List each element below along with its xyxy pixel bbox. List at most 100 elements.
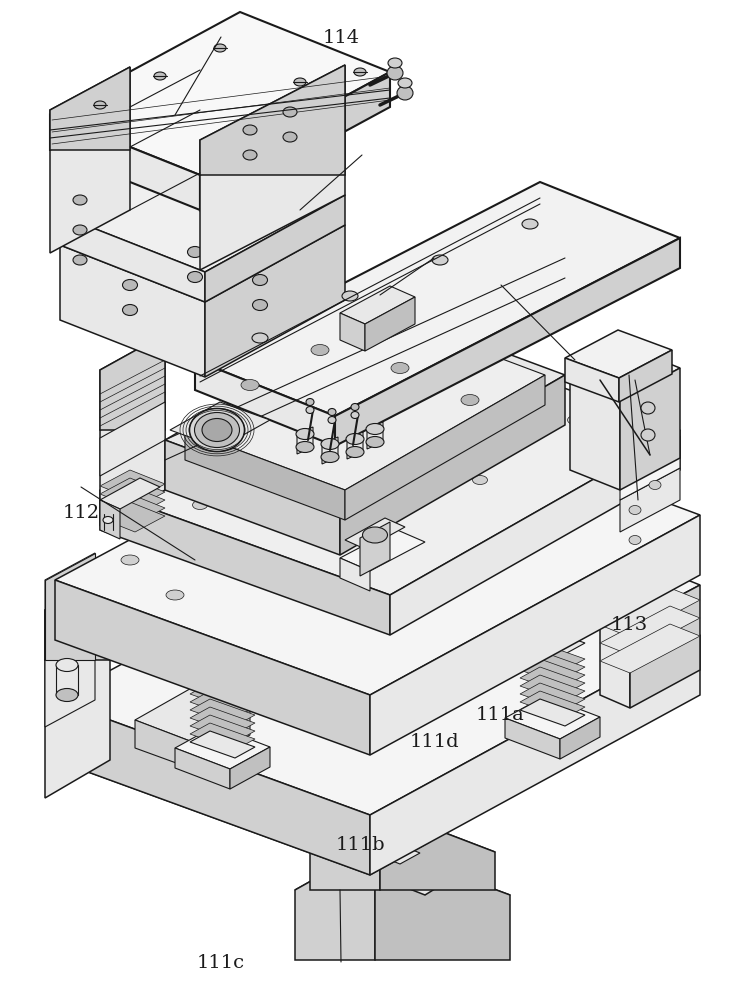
- Polygon shape: [190, 675, 255, 702]
- Polygon shape: [520, 683, 585, 710]
- Polygon shape: [619, 350, 672, 402]
- Polygon shape: [360, 522, 390, 576]
- Polygon shape: [520, 691, 585, 718]
- Text: 111a: 111a: [476, 706, 525, 724]
- Polygon shape: [310, 808, 495, 895]
- Ellipse shape: [311, 344, 329, 356]
- Polygon shape: [50, 115, 200, 210]
- Polygon shape: [620, 436, 680, 500]
- Ellipse shape: [422, 410, 437, 420]
- Ellipse shape: [168, 466, 183, 475]
- Ellipse shape: [94, 101, 106, 109]
- Ellipse shape: [296, 442, 314, 452]
- Polygon shape: [55, 400, 700, 695]
- Ellipse shape: [294, 78, 306, 86]
- Polygon shape: [185, 315, 545, 490]
- Polygon shape: [620, 368, 680, 490]
- Ellipse shape: [629, 506, 641, 514]
- Polygon shape: [380, 808, 495, 890]
- Polygon shape: [600, 606, 700, 655]
- Ellipse shape: [191, 519, 209, 529]
- Ellipse shape: [252, 333, 268, 343]
- Ellipse shape: [56, 658, 78, 672]
- Ellipse shape: [252, 426, 267, 434]
- Ellipse shape: [351, 412, 359, 418]
- Polygon shape: [505, 696, 600, 739]
- Polygon shape: [190, 707, 250, 768]
- Ellipse shape: [346, 434, 364, 444]
- Polygon shape: [200, 72, 390, 210]
- Polygon shape: [190, 699, 255, 726]
- Text: 112: 112: [63, 504, 99, 522]
- Polygon shape: [50, 67, 130, 150]
- Polygon shape: [45, 633, 95, 727]
- Polygon shape: [322, 437, 338, 464]
- Polygon shape: [520, 675, 585, 702]
- Ellipse shape: [121, 555, 139, 565]
- Polygon shape: [175, 726, 270, 769]
- Polygon shape: [60, 168, 345, 302]
- Ellipse shape: [241, 379, 259, 390]
- Ellipse shape: [73, 225, 87, 235]
- Polygon shape: [520, 627, 585, 654]
- Ellipse shape: [491, 550, 509, 560]
- Polygon shape: [100, 334, 165, 430]
- Polygon shape: [195, 360, 335, 446]
- Polygon shape: [60, 138, 345, 272]
- Polygon shape: [190, 691, 255, 718]
- Polygon shape: [200, 65, 345, 175]
- Polygon shape: [370, 515, 700, 755]
- Polygon shape: [200, 100, 345, 270]
- Polygon shape: [505, 718, 560, 759]
- Polygon shape: [45, 622, 110, 798]
- Polygon shape: [135, 720, 190, 768]
- Ellipse shape: [629, 536, 641, 544]
- Ellipse shape: [103, 516, 113, 524]
- Polygon shape: [600, 573, 700, 622]
- Polygon shape: [340, 558, 370, 591]
- Polygon shape: [170, 402, 270, 448]
- Polygon shape: [565, 358, 619, 402]
- Polygon shape: [365, 297, 415, 351]
- Polygon shape: [50, 12, 390, 175]
- Ellipse shape: [188, 271, 202, 282]
- Polygon shape: [45, 553, 95, 660]
- Polygon shape: [205, 225, 345, 377]
- Text: 111c: 111c: [197, 954, 245, 972]
- Polygon shape: [340, 529, 425, 571]
- Ellipse shape: [473, 476, 487, 485]
- Polygon shape: [135, 686, 250, 741]
- Ellipse shape: [321, 438, 339, 450]
- Polygon shape: [205, 195, 345, 302]
- Text: 113: 113: [611, 616, 648, 634]
- Polygon shape: [375, 845, 510, 960]
- Polygon shape: [185, 430, 345, 520]
- Polygon shape: [620, 468, 680, 532]
- Polygon shape: [340, 286, 415, 324]
- Ellipse shape: [306, 406, 314, 414]
- Ellipse shape: [252, 300, 267, 310]
- Ellipse shape: [306, 398, 314, 406]
- Polygon shape: [520, 659, 585, 686]
- Ellipse shape: [243, 150, 257, 160]
- Polygon shape: [55, 727, 430, 875]
- Ellipse shape: [501, 514, 519, 524]
- Polygon shape: [520, 667, 585, 694]
- Ellipse shape: [341, 453, 359, 463]
- Polygon shape: [190, 723, 255, 750]
- Polygon shape: [370, 635, 700, 875]
- Ellipse shape: [194, 412, 239, 448]
- Polygon shape: [390, 430, 680, 635]
- Polygon shape: [310, 808, 380, 890]
- Ellipse shape: [388, 58, 402, 68]
- Ellipse shape: [391, 362, 409, 373]
- Polygon shape: [630, 585, 700, 708]
- Polygon shape: [335, 827, 420, 864]
- Polygon shape: [560, 717, 600, 759]
- Polygon shape: [100, 394, 165, 526]
- Polygon shape: [345, 375, 545, 520]
- Ellipse shape: [73, 195, 87, 205]
- Ellipse shape: [503, 444, 517, 452]
- Ellipse shape: [193, 500, 208, 510]
- Polygon shape: [570, 348, 680, 400]
